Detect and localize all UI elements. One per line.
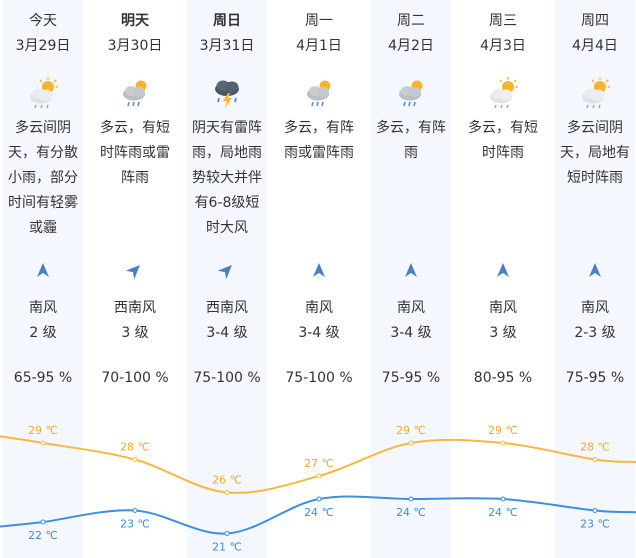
weather-description: 多云，有阵雨或雷阵雨 [284, 120, 354, 161]
high-temperature-point [224, 490, 230, 495]
high-temperature-label: 28 ℃ [580, 441, 610, 454]
low-temperature-label: 22 ℃ [28, 529, 58, 542]
forecast-day-6: 周四 4月4日 多云间阴天，局地有短时阵雨 南风 2-3 级 75-95 % [555, 0, 635, 558]
forecast-day-2: 周日 3月31日 阴天有雷阵雨，局地雨势较大并伴有6-8级短时大风 西南风 3-… [187, 0, 267, 558]
weather-description: 多云间阴天，有分散小雨，部分时间有轻雾或霾 [8, 120, 78, 236]
wind-direction-arrow-icon [217, 262, 235, 280]
high-temperature-point [316, 473, 322, 479]
humidity: 75-100 % [193, 370, 261, 386]
high-temperature-label: 27 ℃ [304, 457, 334, 470]
high-temperature-label: 29 ℃ [396, 424, 426, 437]
low-temperature-label: 23 ℃ [120, 518, 150, 531]
cloudy-sun-rain-icon [26, 76, 60, 110]
day-name: 周二 [397, 13, 425, 29]
day-name: 周四 [581, 13, 609, 29]
weather-description: 阴天有雷阵雨，局地雨势较大并伴有6-8级短时大风 [192, 120, 262, 236]
high-temperature-point [40, 440, 46, 446]
low-temperature-point [500, 496, 506, 502]
wind-direction-arrow-icon [35, 262, 51, 278]
day-date: 3月29日 [15, 38, 71, 54]
wind-direction-arrow-icon [403, 262, 419, 278]
wind-level: 3-4 级 [390, 325, 432, 341]
wind-direction: 西南风 [114, 300, 156, 316]
high-temperature-label: 29 ℃ [28, 424, 58, 437]
wind-direction-arrow-icon [587, 262, 603, 278]
low-temperature-label: 24 ℃ [304, 506, 334, 519]
high-temperature-point [500, 440, 506, 446]
humidity: 75-95 % [381, 370, 441, 386]
high-temperature-label: 29 ℃ [488, 424, 518, 437]
low-temperature-point [224, 531, 230, 536]
day-name: 明天 [121, 13, 149, 29]
low-temperature-point [408, 496, 414, 502]
day-name: 周一 [305, 13, 333, 29]
cloudy-shower-icon [118, 76, 152, 110]
humidity: 70-100 % [101, 370, 169, 386]
weather-description: 多云，有短时阵雨 [468, 120, 538, 161]
day-date: 4月1日 [296, 38, 342, 54]
wind-level: 2-3 级 [574, 325, 616, 341]
humidity: 75-100 % [285, 370, 353, 386]
low-temperature-label: 23 ℃ [580, 518, 610, 531]
humidity: 80-95 % [473, 370, 533, 386]
cloudy-sun-rain-icon [578, 76, 612, 110]
weather-description: 多云间阴天，局地有短时阵雨 [560, 120, 630, 186]
high-temperature-label: 28 ℃ [120, 441, 150, 454]
low-temperature-label: 24 ℃ [396, 506, 426, 519]
day-date: 4月3日 [480, 38, 526, 54]
wind-direction-arrow-icon [495, 262, 511, 278]
wind-level: 3-4 级 [206, 325, 248, 341]
day-date: 3月31日 [199, 38, 255, 54]
day-date: 4月2日 [388, 38, 434, 54]
temperature-chart: 29 ℃ 28 ℃ 26 ℃ 27 ℃ 29 ℃ 29 ℃ 28 ℃ 22 ℃ 23 ℃ 21 ℃… [0, 424, 636, 554]
wind-level: 2 级 [29, 325, 57, 341]
wind-direction-arrow-icon [311, 262, 327, 278]
day-date: 4月4日 [572, 38, 618, 54]
high-temperature-point [132, 457, 138, 462]
forecast-day-5: 周三 4月3日 多云，有短时阵雨 南风 3 级 80-95 % [463, 0, 543, 558]
low-temperature-point [592, 508, 598, 513]
low-temperature-point [132, 508, 138, 513]
day-name: 今天 [29, 13, 57, 29]
wind-direction: 南风 [29, 300, 57, 316]
day-date: 3月30日 [107, 38, 163, 54]
humidity: 75-95 % [565, 370, 625, 386]
wind-level: 3 级 [121, 325, 149, 341]
high-temperature-label: 26 ℃ [212, 474, 242, 487]
wind-direction: 南风 [581, 300, 609, 316]
low-temperature-point [40, 519, 46, 525]
cloudy-sun-rain-icon [486, 76, 520, 110]
low-temperature-point [316, 496, 322, 502]
forecast-day-4: 周二 4月2日 多云，有阵雨 南风 3-4 级 75-95 % [371, 0, 451, 558]
high-temperature-point [408, 440, 414, 446]
wind-level: 3-4 级 [298, 325, 340, 341]
cloudy-shower-icon [302, 76, 336, 110]
day-name: 周日 [213, 13, 241, 29]
wind-direction-arrow-icon [125, 262, 143, 280]
humidity: 65-95 % [13, 370, 73, 386]
low-temperature-label: 21 ℃ [212, 541, 242, 554]
high-temperature-point [592, 457, 598, 462]
cloudy-shower-icon [394, 76, 428, 110]
wind-direction: 南风 [305, 300, 333, 316]
wind-direction: 南风 [397, 300, 425, 316]
low-temperature-label: 24 ℃ [488, 506, 518, 519]
wind-direction: 西南风 [206, 300, 248, 316]
weather-description: 多云，有阵雨 [376, 120, 446, 161]
weather-description: 多云，有短时阵雨或雷阵雨 [100, 120, 170, 186]
thunderstorm-icon [210, 76, 244, 110]
forecast-day-3: 周一 4月1日 多云，有阵雨或雷阵雨 南风 3-4 级 75-100 % [279, 0, 359, 558]
forecast-day-1: 明天 3月30日 多云，有短时阵雨或雷阵雨 西南风 3 级 70-100 % [95, 0, 175, 558]
day-name: 周三 [489, 13, 517, 29]
forecast-day-0: 今天 3月29日 多云间阴天，有分散小雨，部分时间有轻雾或霾 南风 2 级 65… [3, 0, 83, 558]
wind-level: 3 级 [489, 325, 517, 341]
wind-direction: 南风 [489, 300, 517, 316]
